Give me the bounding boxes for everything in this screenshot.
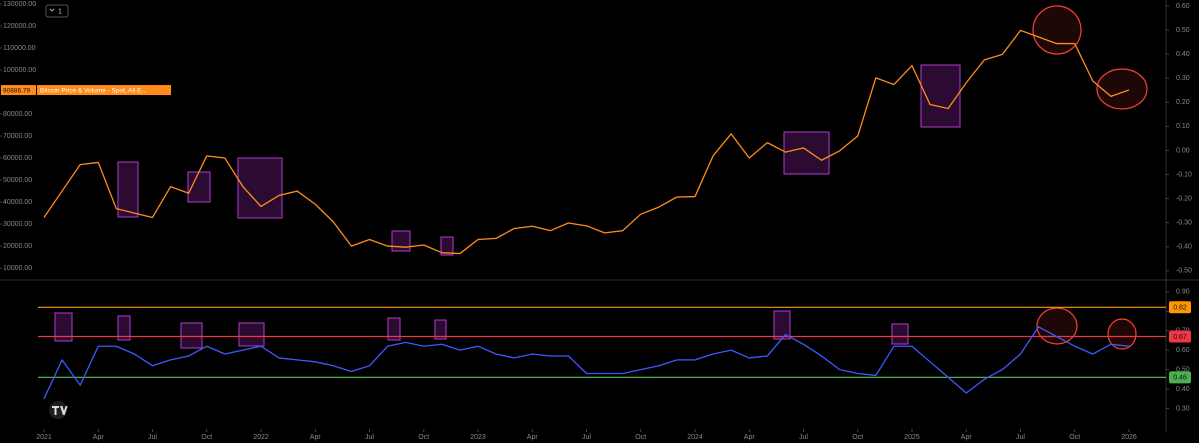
last-price-badge xyxy=(1,85,36,96)
highlight-circle xyxy=(1032,5,1082,55)
y-tick-label: 40000.00 xyxy=(3,199,32,206)
legend-badge xyxy=(37,85,171,96)
y2-tick-label: 0.50 xyxy=(1176,27,1190,34)
x-tick-label: Jul xyxy=(799,434,808,441)
highlight-box xyxy=(391,230,411,252)
x-tick-label: 2025 xyxy=(904,434,920,441)
y2-tick-label: -0.40 xyxy=(1176,244,1192,251)
highlight-box xyxy=(387,317,401,341)
highlight-box xyxy=(920,64,961,128)
y-tick-label: 70000.00 xyxy=(3,133,32,140)
logo-mark xyxy=(52,406,68,415)
y2-tick-label: 0.40 xyxy=(1176,51,1190,58)
x-tick-label: 2021 xyxy=(36,434,52,441)
x-tick-label: 2023 xyxy=(470,434,486,441)
annotations xyxy=(54,5,1148,350)
x-tick-label: Apr xyxy=(744,434,756,441)
y2-tick-label: -0.20 xyxy=(1176,195,1192,202)
y2-tick-label: 0.10 xyxy=(1176,123,1190,130)
y-tick-label: 100000.00 xyxy=(3,67,36,74)
y-tick-label: 110000.00 xyxy=(3,45,36,52)
x-tick-label: Apr xyxy=(93,434,105,441)
highlight-box xyxy=(434,319,447,340)
y-tick-label: 0.60 xyxy=(1176,347,1190,354)
y-tick-label: 50000.00 xyxy=(3,177,32,184)
x-tick-label: Jul xyxy=(148,434,157,441)
x-tick-label: Oct xyxy=(418,434,429,441)
y-tick-label: 120000.00 xyxy=(3,23,36,30)
y2-tick-label: -0.30 xyxy=(1176,219,1192,226)
x-tick-label: Oct xyxy=(1069,434,1080,441)
highlight-box xyxy=(54,312,73,342)
highlight-box xyxy=(783,131,830,175)
level-label: 0.67 xyxy=(1173,334,1187,341)
highlight-box xyxy=(891,323,909,345)
series-line xyxy=(43,326,1130,400)
highlight-box xyxy=(117,161,139,218)
logo-background xyxy=(49,401,67,419)
y2-tick-label: 0.00 xyxy=(1176,147,1190,154)
x-tick-label: Apr xyxy=(961,434,973,441)
x-tick-label: Oct xyxy=(852,434,863,441)
x-tick-label: Oct xyxy=(635,434,646,441)
x-tick-label: 2022 xyxy=(253,434,269,441)
x-tick-label: Jul xyxy=(1016,434,1025,441)
y-tick-label: 60000.00 xyxy=(3,155,32,162)
y2-tick-label: 0.30 xyxy=(1176,75,1190,82)
button-label: 1 xyxy=(58,8,62,15)
x-tick-label: 2026 xyxy=(1121,434,1137,441)
level-label: 0.82 xyxy=(1173,305,1187,312)
level-badge xyxy=(1169,301,1191,314)
y-tick-label: 130000.00 xyxy=(3,1,36,8)
toolbar-button[interactable]: 1 xyxy=(45,4,69,18)
x-tick-label: 2024 xyxy=(687,434,703,441)
y2-tick-label: -0.10 xyxy=(1176,171,1192,178)
y2-tick-label: 0.60 xyxy=(1176,3,1190,10)
highlight-box xyxy=(440,236,454,256)
y-tick-label: 80000.00 xyxy=(3,111,32,118)
y2-tick-label: -0.50 xyxy=(1176,268,1192,275)
highlight-circle xyxy=(1096,68,1148,110)
y-tick-label: 10000.00 xyxy=(3,265,32,272)
y-tick-label: 0.30 xyxy=(1176,405,1190,412)
highlight-box xyxy=(180,322,203,349)
x-tick-label: Jul xyxy=(582,434,591,441)
chevron-icon xyxy=(49,8,55,12)
x-tick-label: Oct xyxy=(201,434,212,441)
level-label: 0.46 xyxy=(1173,375,1187,382)
series-line xyxy=(43,29,1130,255)
y-tick-label: 0.90 xyxy=(1176,289,1190,296)
highlight-circle xyxy=(1107,318,1137,350)
last-price-label: 90886.79 xyxy=(3,87,30,94)
legend-label: Bitcoin Price & Volume - Spot, All E... xyxy=(40,87,147,94)
y-tick-label: 0.50 xyxy=(1176,366,1190,373)
highlight-box xyxy=(117,315,131,341)
y-tick-label: 20000.00 xyxy=(3,243,32,250)
highlight-box xyxy=(773,310,791,340)
highlight-circle xyxy=(1036,307,1078,345)
x-tick-label: Apr xyxy=(527,434,539,441)
button-frame xyxy=(45,4,69,18)
y-tick-label: 0.40 xyxy=(1176,386,1190,393)
y2-tick-label: 0.20 xyxy=(1176,99,1190,106)
x-tick-label: Apr xyxy=(310,434,322,441)
y-tick-label: 30000.00 xyxy=(3,221,32,228)
level-badge xyxy=(1169,330,1191,343)
level-badge xyxy=(1169,371,1191,384)
highlight-box xyxy=(238,322,265,347)
tv-logo xyxy=(49,401,68,419)
x-tick-label: Jul xyxy=(365,434,374,441)
highlight-box xyxy=(237,157,283,219)
